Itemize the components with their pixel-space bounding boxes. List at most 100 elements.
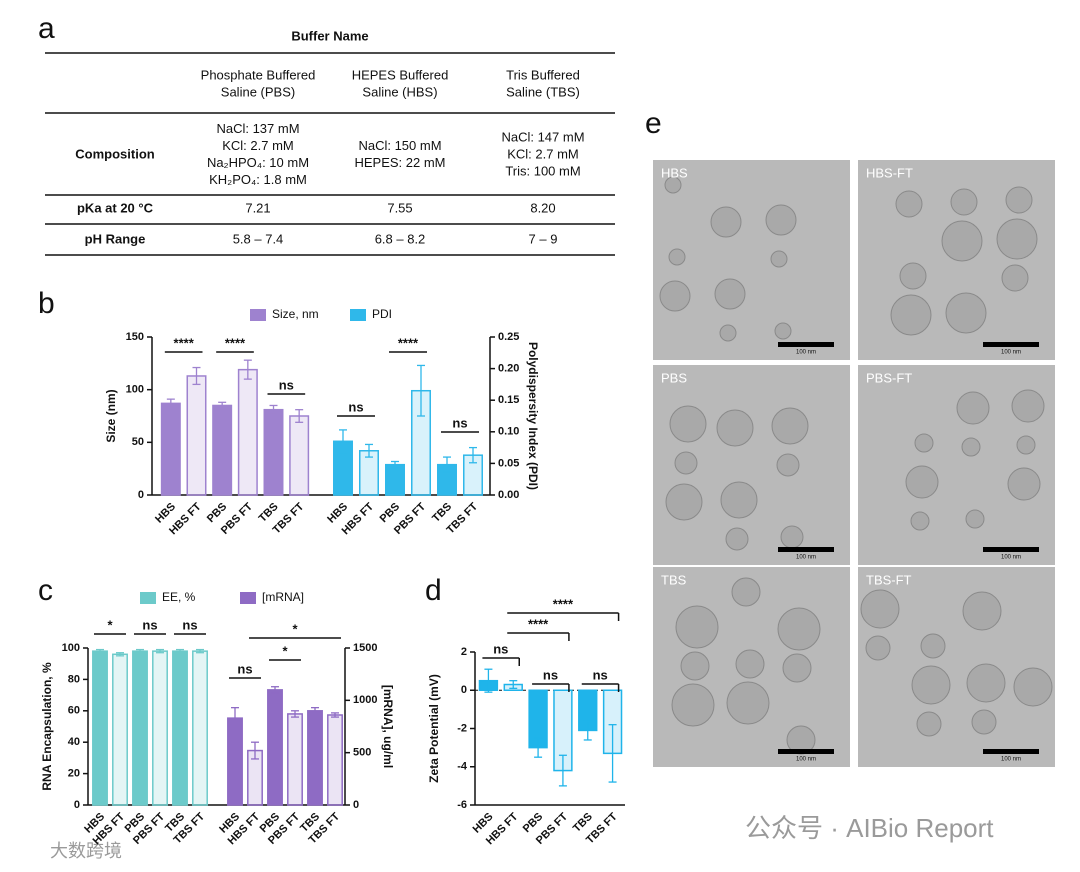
legend-swatch (350, 309, 366, 321)
scale-bar-label: 100 nm (1001, 350, 1021, 356)
vesicle (911, 665, 951, 705)
vesicle (770, 250, 788, 268)
vesicle (1013, 667, 1053, 707)
table-cell: KCl: 2.7 mM (222, 138, 294, 153)
tick-label: 0.15 (498, 394, 519, 406)
tick-label: 150 (126, 331, 144, 343)
tick-label: 2 (461, 646, 467, 658)
vesicle (680, 651, 710, 681)
significance-label: **** (174, 335, 195, 350)
legend-label: [mRNA] (262, 590, 304, 604)
micrograph-label: HBS (661, 165, 688, 180)
scale-bar (983, 547, 1039, 552)
watermark: 大数跨境 (50, 841, 122, 861)
legend-swatch (240, 592, 256, 604)
vesicle (771, 407, 809, 445)
tick-label: 0 (353, 799, 359, 811)
bar (132, 650, 148, 806)
tick-label: 0.20 (498, 363, 519, 375)
scale-bar (983, 342, 1039, 347)
significance-label: **** (225, 335, 246, 350)
bar (287, 713, 303, 806)
panel-label: a (38, 12, 55, 45)
tick-label: 0.10 (498, 426, 519, 438)
bar (263, 408, 284, 496)
significance-label: * (282, 643, 288, 658)
vesicle (674, 451, 698, 475)
y-axis-title: RNA Encapsulation, % (40, 662, 54, 791)
table-cell: KCl: 2.7 mM (507, 146, 579, 161)
tick-label: 0.00 (498, 489, 519, 501)
tick-label: -6 (457, 799, 467, 811)
bar (192, 650, 208, 806)
y2-axis-title: [mRNA], ug/ml (381, 685, 395, 768)
micrograph-label: PBS-FT (866, 370, 912, 385)
vesicle (910, 511, 930, 531)
vesicle (950, 188, 978, 216)
bar (160, 402, 181, 496)
vesicle (665, 483, 703, 521)
column-header: Tris Buffered (506, 67, 580, 82)
scale-bar-label: 100 nm (796, 350, 816, 356)
tick-label: 20 (68, 768, 80, 780)
vesicle (659, 280, 691, 312)
scale-bar (983, 749, 1039, 754)
table-cell: 7.21 (245, 200, 270, 215)
vesicle (860, 589, 900, 629)
vesicle (716, 409, 754, 447)
table-cell: 6.8 – 8.2 (375, 231, 426, 246)
table-cell: NaCl: 137 mM (216, 121, 299, 136)
tick-label: 0 (461, 684, 467, 696)
vesicle (725, 527, 749, 551)
vesicle (664, 176, 682, 194)
vesicle (916, 711, 942, 737)
vesicle (996, 218, 1038, 260)
column-header: Saline (TBS) (506, 84, 580, 99)
scale-bar (778, 547, 834, 552)
column-header: HEPES Buffered (352, 67, 449, 82)
vesicle (899, 262, 927, 290)
bar (92, 650, 108, 806)
table-cell: 5.8 – 7.4 (233, 231, 284, 246)
legend-label: EE, % (162, 590, 196, 604)
panel-label: b (38, 287, 55, 320)
vesicle (966, 663, 1006, 703)
legend-label: PDI (372, 307, 392, 321)
micrograph-label: TBS-FT (866, 572, 912, 587)
table-cell: NaCl: 150 mM (358, 138, 441, 153)
vesicle (965, 509, 985, 529)
significance-label: ns (279, 377, 294, 392)
vesicle (905, 465, 939, 499)
scale-bar (778, 749, 834, 754)
vesicle (1001, 264, 1029, 292)
vesicle (961, 437, 981, 457)
bar (227, 717, 243, 806)
vesicle (669, 405, 707, 443)
tick-label: 500 (353, 747, 371, 759)
tick-label: 0 (74, 799, 80, 811)
tick-label: 1000 (353, 694, 377, 706)
vesicle (1011, 389, 1045, 423)
panel-label: d (425, 574, 442, 607)
table-cell: 7 – 9 (529, 231, 558, 246)
panel-label: e (645, 107, 662, 140)
significance-label: ns (348, 399, 363, 414)
row-label: pKa at 20 °C (77, 200, 154, 215)
tick-label: 0.05 (498, 457, 519, 469)
bar (237, 368, 258, 496)
bar (212, 404, 233, 496)
significance-label: ns (593, 667, 608, 682)
table-cell: KH₂PO₄: 1.8 mM (209, 172, 307, 187)
y-axis-title: Zeta Potential (mV) (427, 674, 441, 783)
vesicle (914, 433, 934, 453)
tick-label: 100 (62, 642, 80, 654)
vesicle (668, 248, 686, 266)
table-cell: Na₂HPO₄: 10 mM (207, 155, 309, 170)
vesicle (945, 292, 987, 334)
significance-label: ns (493, 641, 508, 656)
scale-bar-label: 100 nm (1001, 757, 1021, 763)
scale-bar-label: 100 nm (796, 555, 816, 561)
micrograph-label: PBS (661, 370, 687, 385)
row-label: Composition (75, 146, 154, 161)
vesicle (710, 206, 742, 238)
